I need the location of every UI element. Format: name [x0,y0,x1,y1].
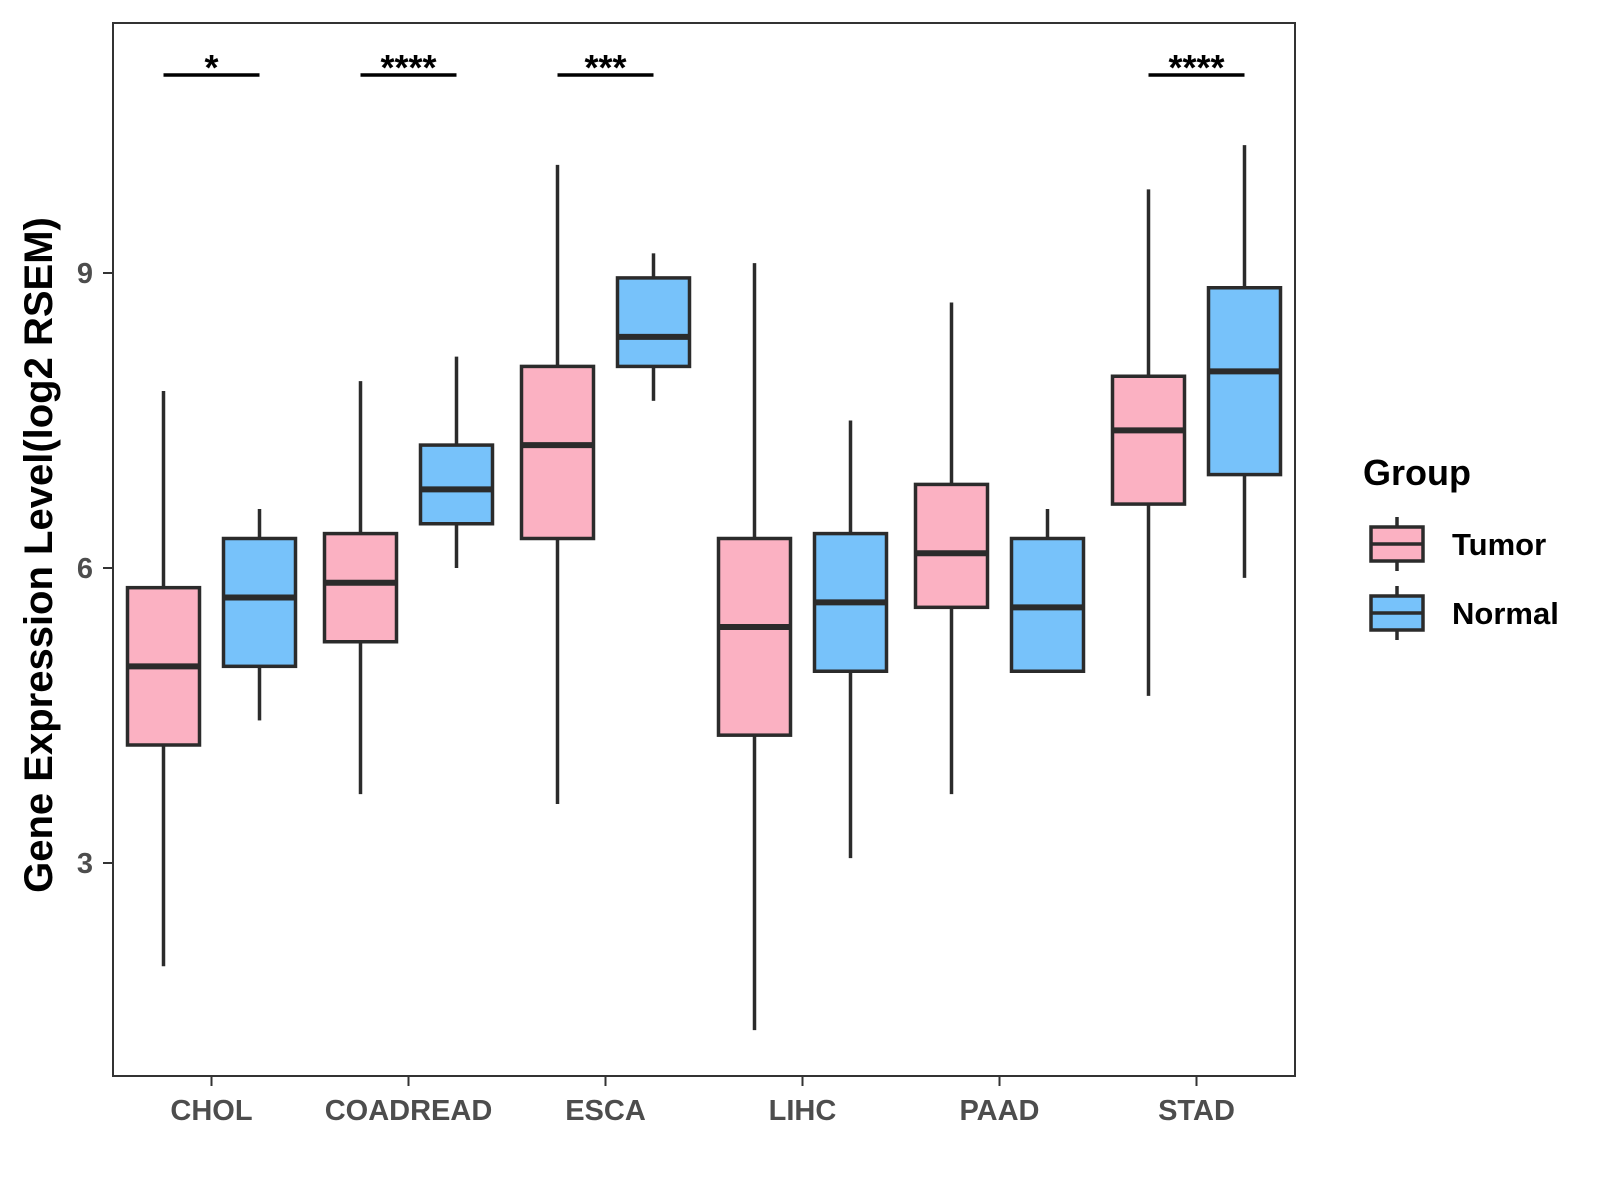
legend-label: Normal [1452,596,1559,631]
box-tumor-esca [519,164,596,804]
x-axis: CHOL COADREAD ESCA LIHC PAAD STAD [170,1076,1235,1127]
box-tumor-paad [913,302,990,795]
legend-item-tumor: Tumor [1369,517,1546,571]
box-tumor-stad [1110,189,1187,696]
boxes-layer [125,145,1283,1031]
plot-panel-border [112,22,1296,1077]
box-normal-stad [1206,145,1283,578]
y-tick-label: 3 [77,848,93,880]
x-tick-label: COADREAD [325,1095,493,1127]
legend: Group Tumor Normal [1363,452,1559,640]
significance-layer: * **** *** **** [163,47,1245,88]
legend-title: Group [1363,452,1471,493]
y-axis: 3 6 9 [77,258,113,880]
box-normal-chol [221,509,298,721]
box-normal-esca [615,253,692,401]
significance-label: * [204,47,218,88]
box-body [418,443,495,526]
box-body [716,536,793,737]
box-body [322,531,399,644]
x-tick-label: PAAD [959,1095,1039,1127]
box-tumor-coadread [322,381,399,795]
significance-label: **** [380,47,436,88]
significance-chol: * [163,47,260,88]
box-body [1110,374,1187,506]
box-body [519,364,596,541]
box-body [1206,286,1283,477]
significance-label: **** [1168,47,1224,88]
significance-stad: **** [1148,47,1245,88]
x-tick-label: LIHC [769,1095,837,1127]
y-axis-title: Gene Expression Level(log2 RSEM) [17,217,61,893]
x-tick-label: ESCA [565,1095,646,1127]
x-tick-label: STAD [1158,1095,1235,1127]
significance-coadread: **** [360,47,457,88]
box-body [615,276,692,369]
y-tick-label: 6 [77,553,93,585]
box-body [913,482,990,610]
box-tumor-chol [125,391,202,967]
significance-esca: *** [557,47,654,88]
legend-label: Tumor [1452,527,1546,562]
box-normal-lihc [812,420,889,859]
box-normal-paad [1009,509,1086,673]
y-tick-label: 9 [77,258,93,290]
box-body [221,536,298,669]
legend-item-normal: Normal [1369,586,1559,640]
x-tick-label: CHOL [170,1095,252,1127]
significance-label: *** [584,47,626,88]
box-normal-coadread [418,356,495,568]
box-tumor-lihc [716,263,793,1031]
